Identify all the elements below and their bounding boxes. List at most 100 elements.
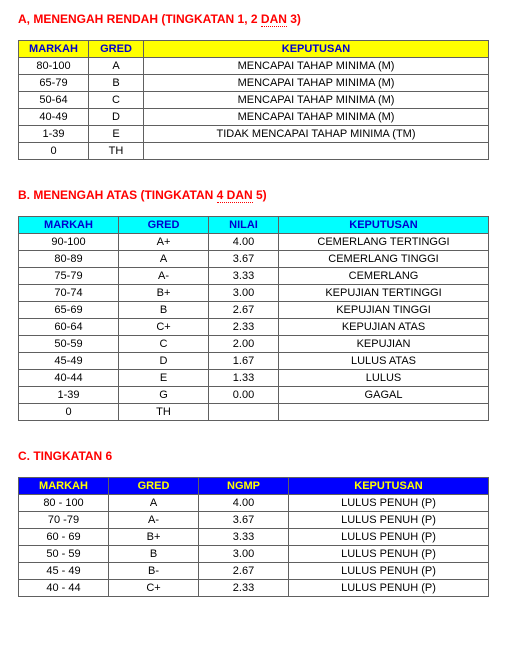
table-cell: 0: [19, 143, 89, 160]
table-a: MARKAH GRED KEPUTUSAN 80-100AMENCAPAI TA…: [18, 40, 489, 160]
table-row: 0TH: [19, 143, 489, 160]
table-row: 70 -79A-3.67LULUS PENUH (P): [19, 512, 489, 529]
table-cell: CEMERLANG TINGGI: [279, 251, 489, 268]
table-cell: 80 - 100: [19, 495, 109, 512]
table-cell: 75-79: [19, 268, 119, 285]
table-cell: 0: [19, 404, 119, 421]
table-cell: C+: [119, 319, 209, 336]
table-row: 50-59C2.00KEPUJIAN: [19, 336, 489, 353]
table-cell: TH: [89, 143, 144, 160]
table-row: 80 - 100A4.00LULUS PENUH (P): [19, 495, 489, 512]
table-cell: 40-44: [19, 370, 119, 387]
table-cell: A: [89, 58, 144, 75]
table-cell: LULUS PENUH (P): [289, 580, 489, 597]
table-cell: A+: [119, 234, 209, 251]
table-cell: 70-74: [19, 285, 119, 302]
table-b-header-gred: GRED: [119, 217, 209, 234]
table-cell: D: [89, 109, 144, 126]
table-c-header-keputusan: KEPUTUSAN: [289, 478, 489, 495]
table-cell: 1-39: [19, 387, 119, 404]
table-cell: [144, 143, 489, 160]
table-b-header-keputusan: KEPUTUSAN: [279, 217, 489, 234]
table-row: 45 - 49B-2.67LULUS PENUH (P): [19, 563, 489, 580]
table-cell: C+: [109, 580, 199, 597]
table-cell: A-: [119, 268, 209, 285]
table-b-body: 90-100A+4.00CEMERLANG TERTINGGI80-89A3.6…: [19, 234, 489, 421]
table-cell: 60 - 69: [19, 529, 109, 546]
table-row: 80-89A3.67CEMERLANG TINGGI: [19, 251, 489, 268]
table-row: 50-64CMENCAPAI TAHAP MINIMA (M): [19, 92, 489, 109]
table-cell: 40 - 44: [19, 580, 109, 597]
table-a-header-keputusan: KEPUTUSAN: [144, 41, 489, 58]
table-cell: TH: [119, 404, 209, 421]
table-cell: 2.00: [209, 336, 279, 353]
table-cell: LULUS PENUH (P): [289, 563, 489, 580]
table-cell: 1.33: [209, 370, 279, 387]
table-row: 1-39ETIDAK MENCAPAI TAHAP MINIMA (TM): [19, 126, 489, 143]
table-cell: B: [89, 75, 144, 92]
table-cell: KEPUJIAN TERTINGGI: [279, 285, 489, 302]
table-cell: 50-59: [19, 336, 119, 353]
table-cell: 70 -79: [19, 512, 109, 529]
table-cell: MENCAPAI TAHAP MINIMA (M): [144, 92, 489, 109]
table-cell: 3.33: [199, 529, 289, 546]
section-c-title: C. TINGKATAN 6: [18, 449, 489, 463]
table-cell: MENCAPAI TAHAP MINIMA (M): [144, 58, 489, 75]
table-cell: B-: [109, 563, 199, 580]
table-cell: 2.33: [209, 319, 279, 336]
table-row: 65-69B2.67KEPUJIAN TINGGI: [19, 302, 489, 319]
table-cell: CEMERLANG: [279, 268, 489, 285]
table-cell: 3.33: [209, 268, 279, 285]
table-cell: 3.00: [199, 546, 289, 563]
table-cell: KEPUJIAN TINGGI: [279, 302, 489, 319]
table-cell: [279, 404, 489, 421]
table-b-header-nilai: NILAI: [209, 217, 279, 234]
table-row: 65-79BMENCAPAI TAHAP MINIMA (M): [19, 75, 489, 92]
section-b-title: B. MENENGAH ATAS (TINGKATAN 4 DAN 5): [18, 188, 489, 202]
table-cell: A: [109, 495, 199, 512]
table-cell: LULUS ATAS: [279, 353, 489, 370]
table-cell: G: [119, 387, 209, 404]
table-cell: 80-89: [19, 251, 119, 268]
table-row: 70-74B+3.00KEPUJIAN TERTINGGI: [19, 285, 489, 302]
table-cell: C: [89, 92, 144, 109]
table-cell: 60-64: [19, 319, 119, 336]
table-cell: B: [109, 546, 199, 563]
table-cell: D: [119, 353, 209, 370]
table-row: 45-49D1.67LULUS ATAS: [19, 353, 489, 370]
table-row: 0TH: [19, 404, 489, 421]
table-row: 50 - 59B3.00LULUS PENUH (P): [19, 546, 489, 563]
table-cell: 40-49: [19, 109, 89, 126]
table-cell: 50 - 59: [19, 546, 109, 563]
table-row: 90-100A+4.00CEMERLANG TERTINGGI: [19, 234, 489, 251]
table-cell: 3.67: [199, 512, 289, 529]
table-cell: 2.33: [199, 580, 289, 597]
table-cell: A-: [109, 512, 199, 529]
table-cell: E: [119, 370, 209, 387]
table-cell: LULUS PENUH (P): [289, 512, 489, 529]
table-c-header-ngmp: NGMP: [199, 478, 289, 495]
table-c: MARKAH GRED NGMP KEPUTUSAN 80 - 100A4.00…: [18, 477, 489, 597]
table-cell: 65-69: [19, 302, 119, 319]
table-cell: KEPUJIAN ATAS: [279, 319, 489, 336]
table-cell: LULUS: [279, 370, 489, 387]
table-cell: 3.67: [209, 251, 279, 268]
table-a-header-gred: GRED: [89, 41, 144, 58]
table-cell: MENCAPAI TAHAP MINIMA (M): [144, 109, 489, 126]
table-cell: 2.67: [199, 563, 289, 580]
table-row: 40 - 44C+2.33LULUS PENUH (P): [19, 580, 489, 597]
table-row: 60-64C+2.33KEPUJIAN ATAS: [19, 319, 489, 336]
table-cell: 4.00: [209, 234, 279, 251]
table-cell: GAGAL: [279, 387, 489, 404]
table-row: 75-79A-3.33CEMERLANG: [19, 268, 489, 285]
table-cell: 2.67: [209, 302, 279, 319]
table-c-header-gred: GRED: [109, 478, 199, 495]
table-cell: E: [89, 126, 144, 143]
table-cell: 80-100: [19, 58, 89, 75]
table-row: 60 - 69B+3.33LULUS PENUH (P): [19, 529, 489, 546]
table-cell: 1-39: [19, 126, 89, 143]
table-cell: KEPUJIAN: [279, 336, 489, 353]
table-row: 1-39G0.00GAGAL: [19, 387, 489, 404]
table-cell: 90-100: [19, 234, 119, 251]
table-cell: B: [119, 302, 209, 319]
